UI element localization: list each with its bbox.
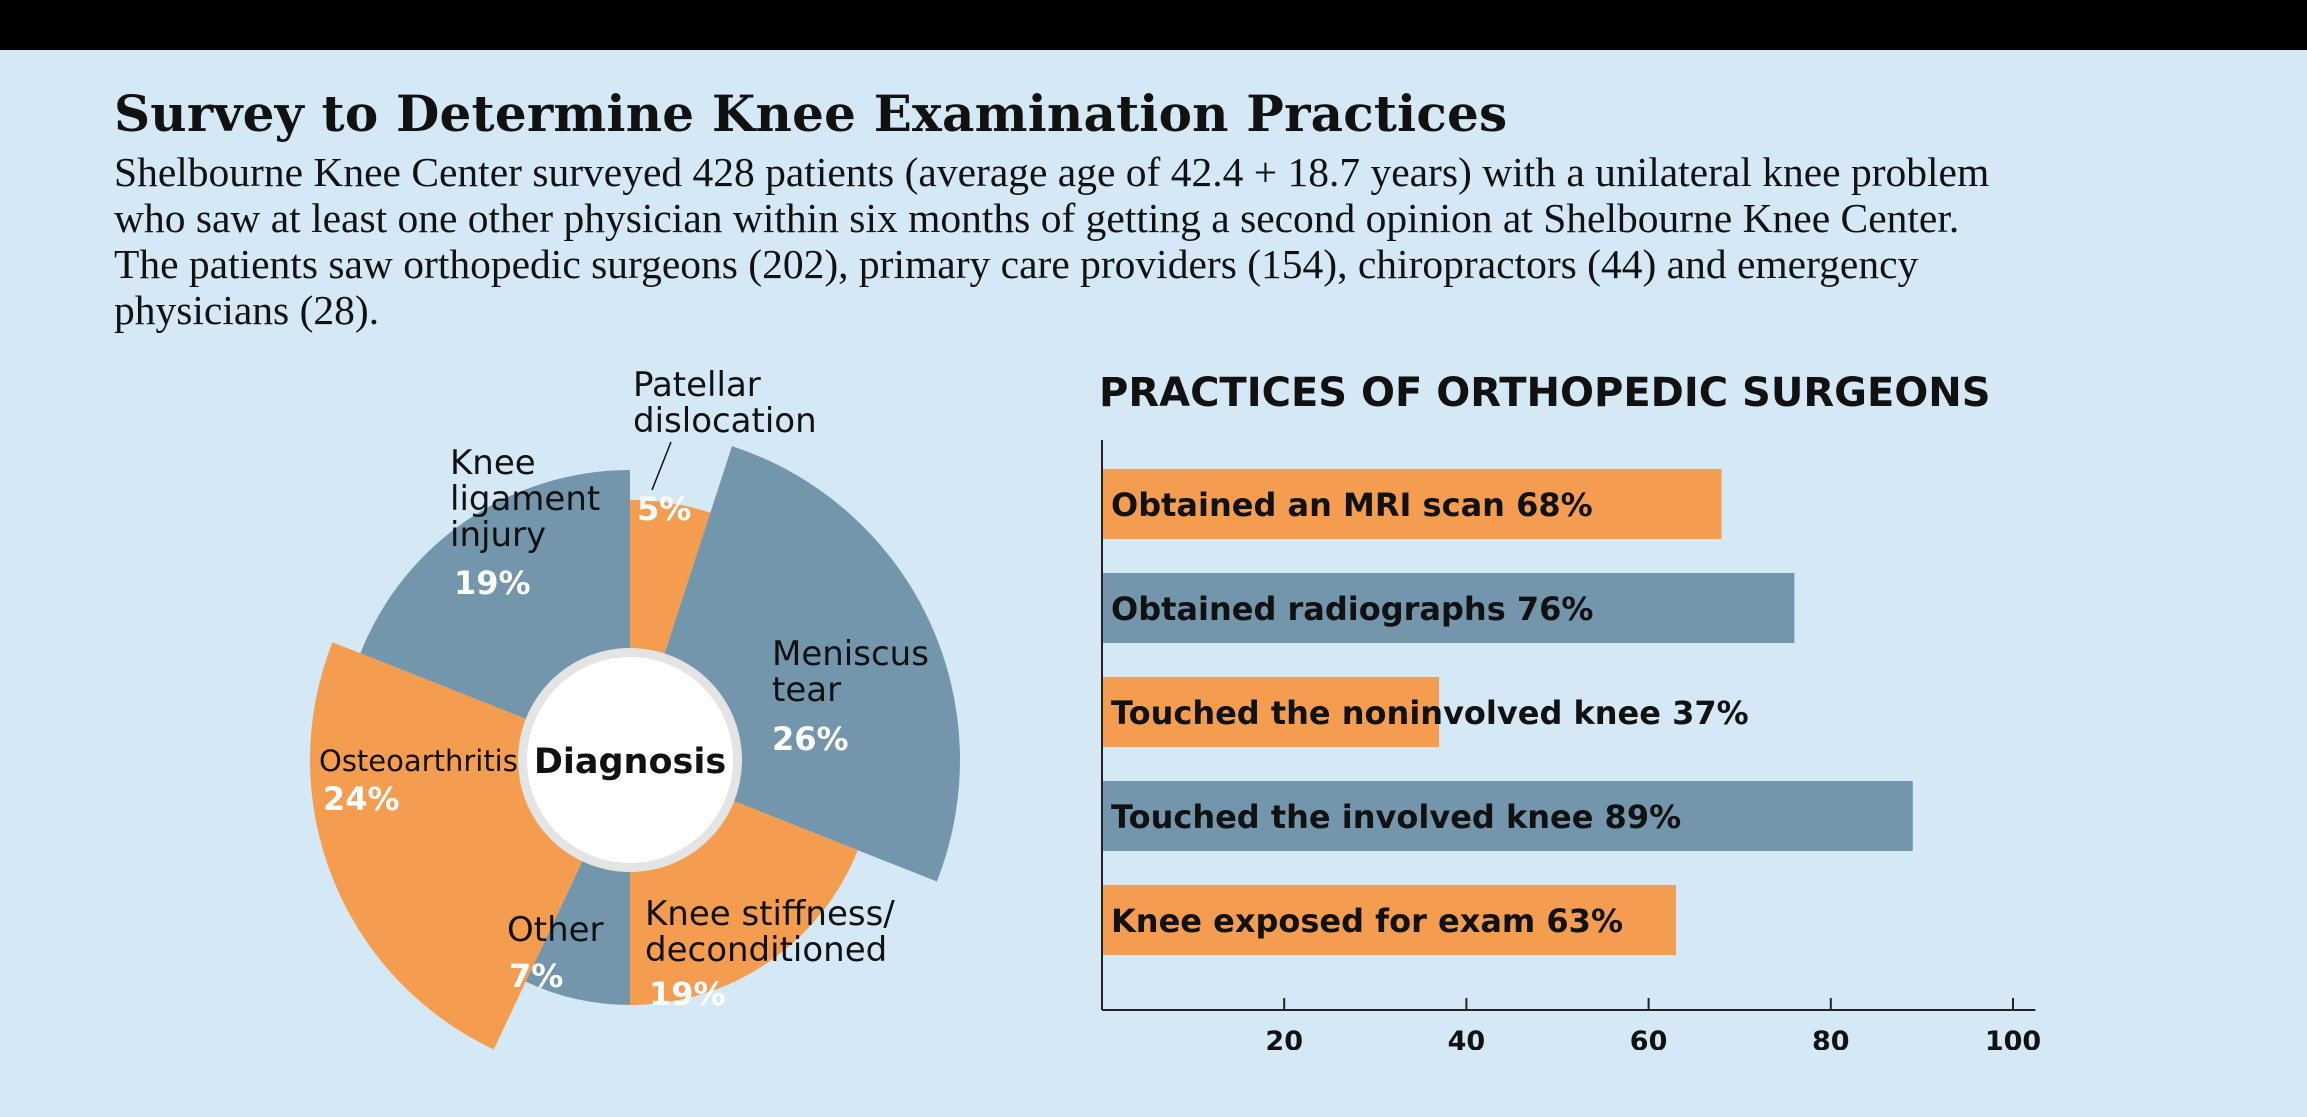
subtitle-line: who saw at least one other physician wit…	[114, 195, 1960, 241]
bar-label-3: Touched the involved knee 89%	[1111, 798, 1681, 836]
bar-0	[1102, 469, 1722, 539]
subtitle-line: Shelbourne Knee Center surveyed 428 pati…	[114, 149, 1990, 195]
bar-3	[1102, 781, 1913, 851]
practices-bar-chart: Obtained an MRI scan 68% Obtained radiogr…	[1101, 440, 2041, 1050]
bar-label-0: Obtained an MRI scan 68%	[1111, 486, 1593, 524]
pie-slice-value-1: 26%	[772, 720, 849, 758]
pie-center-disc	[527, 657, 733, 863]
page-subtitle: Shelbourne Knee Center surveyed 428 pati…	[114, 149, 2264, 333]
bar-2	[1102, 677, 1440, 747]
pie-slice-label-1: Meniscus tear	[772, 634, 929, 710]
bar-1	[1102, 573, 1795, 643]
pie-slice-value-3: 7%	[509, 957, 563, 995]
page-title: Survey to Determine Knee Examination Pra…	[114, 84, 1508, 143]
bar-label-2: Touched the noninvolved knee 37%	[1111, 694, 1749, 732]
pie-slice-3	[525, 850, 630, 1005]
pie-slice-0	[630, 500, 711, 665]
pie-slice-label-0: Patellar dislocation	[633, 365, 817, 441]
pie-slice-4	[310, 642, 588, 1050]
pie-slice-value-0: 5%	[637, 490, 691, 528]
pie-slice-label-4: Osteoarthritis	[319, 744, 518, 778]
pie-slice-value-5: 19%	[454, 564, 531, 602]
bar-label-4: Knee exposed for exam 63%	[1111, 902, 1623, 940]
x-tick-label-2: 60	[1630, 1026, 1668, 1050]
x-tick-label-3: 80	[1812, 1026, 1850, 1050]
pie-leader-line	[651, 441, 672, 491]
subtitle-line: physicians (28).	[114, 287, 380, 333]
pie-slice-value-2: 19%	[649, 975, 726, 1013]
subtitle-line: The patients saw orthopedic surgeons (20…	[114, 241, 1919, 287]
x-tick-label-1: 40	[1448, 1026, 1486, 1050]
top-bar	[0, 0, 2307, 50]
pie-slice-label-5: Knee ligament injury	[450, 443, 600, 555]
bar-label-1: Obtained radiographs 76%	[1111, 590, 1593, 628]
pie-center-label: Diagnosis	[534, 742, 726, 782]
x-tick-label-4: 100	[1985, 1026, 2041, 1050]
pie-slice-value-4: 24%	[323, 780, 400, 818]
pie-slice-5	[360, 470, 630, 724]
bar-4	[1102, 885, 1676, 955]
bar-chart-title: PRACTICES OF ORTHOPEDIC SURGEONS	[1099, 370, 1991, 416]
x-tick-label-0: 20	[1265, 1026, 1303, 1050]
pie-slice-label-2: Knee stiffness/deconditioned	[645, 894, 895, 970]
pie-slice-label-3: Other	[507, 910, 604, 950]
diagnosis-pie-chart: Diagnosis Patellar dislocation 5% Meniscus te…	[310, 365, 960, 1050]
